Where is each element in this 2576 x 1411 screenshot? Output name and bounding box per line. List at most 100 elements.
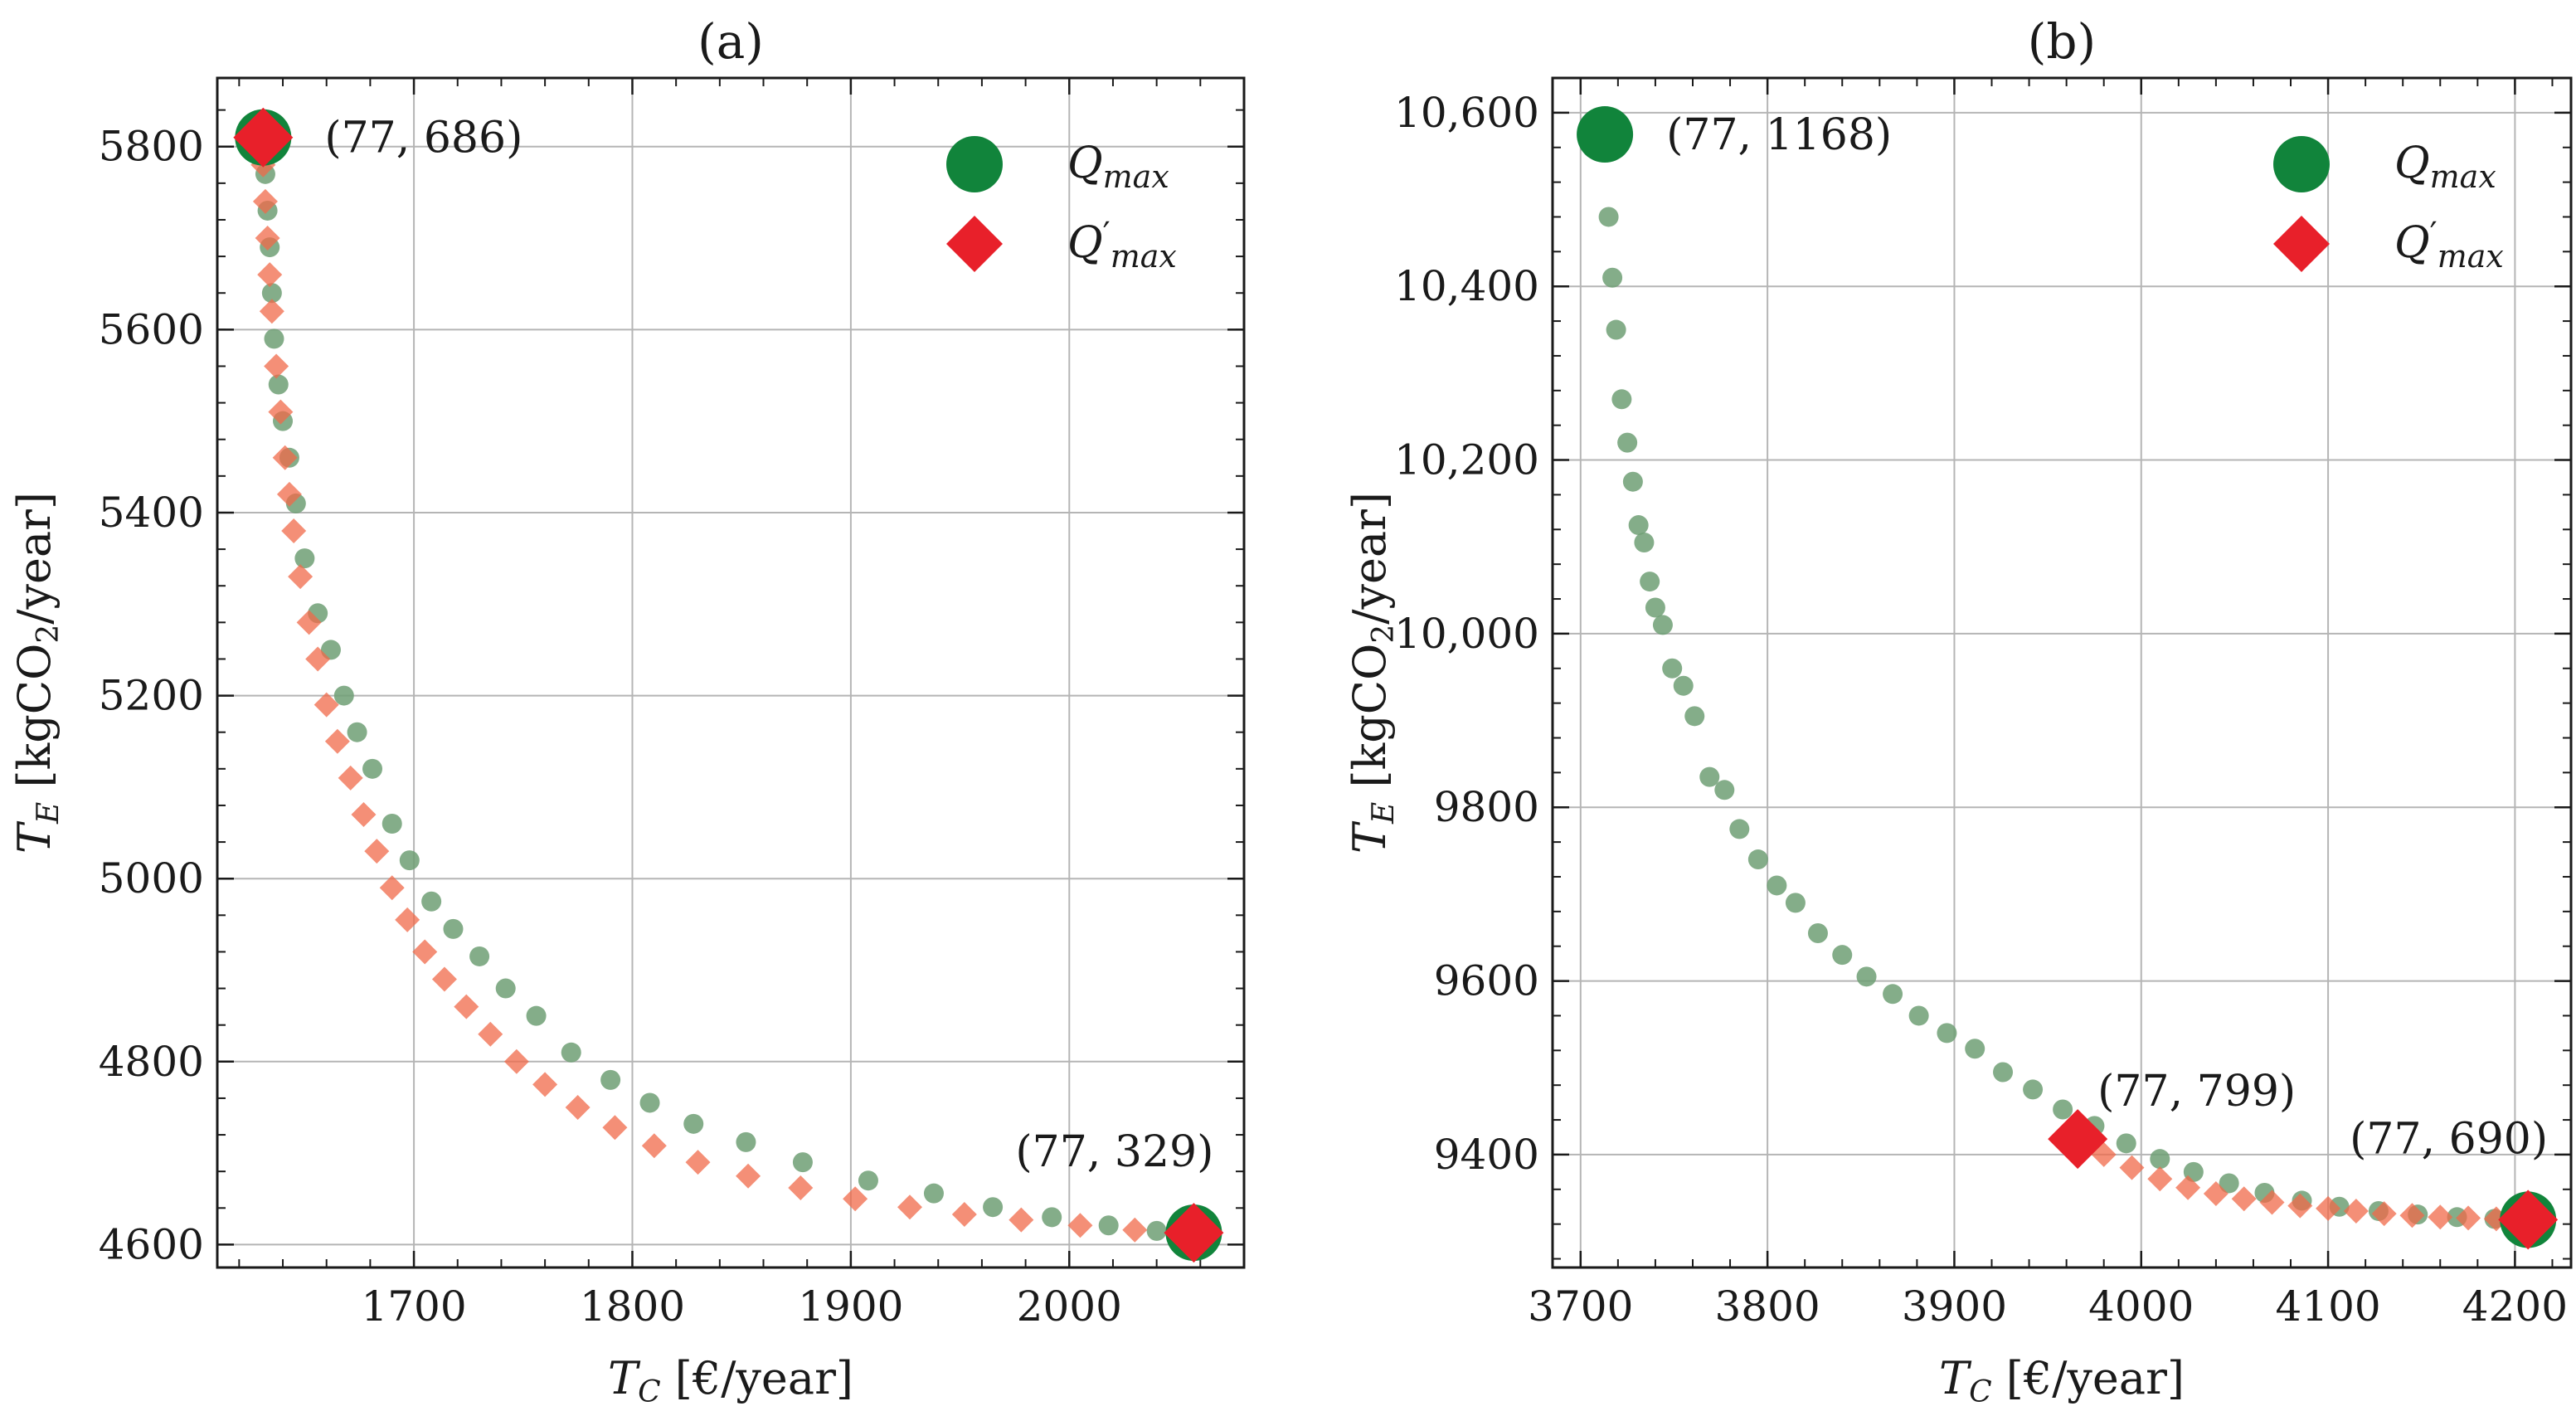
panel-a: 1700 1800 1900 2000 4600 4800 5000 5200 5400 5600… xyxy=(8,13,1246,1409)
data-point xyxy=(1993,1062,2014,1083)
point-annotation: (77, 1168) xyxy=(1666,110,1892,160)
data-point xyxy=(1937,1023,1957,1044)
point-annotation: (77, 686) xyxy=(324,114,522,163)
highlight-point-q-prime-max xyxy=(233,107,294,168)
data-point xyxy=(333,685,354,706)
data-point xyxy=(1009,1207,1034,1233)
data-point xyxy=(736,1163,761,1189)
y-tick-label: 10,400 xyxy=(1394,262,1539,310)
y-label-unit-subscript: 2 xyxy=(32,625,66,644)
data-point xyxy=(565,1094,591,1120)
y-label-subscript: E xyxy=(1367,802,1401,825)
legend-subscript: max xyxy=(1111,238,1177,275)
x-tick-label: 1700 xyxy=(361,1282,466,1331)
y-tick-label: 10,000 xyxy=(1394,610,1539,658)
y-axis-label: TE [kgCO2/year] xyxy=(1344,492,1401,854)
highlight-point-q-prime-max xyxy=(1164,1203,1224,1263)
legend-subscript: max xyxy=(2437,238,2504,275)
data-point xyxy=(272,445,298,470)
y-tick-label: 4800 xyxy=(99,1038,204,1086)
legend-marker-q-prime-max xyxy=(2273,216,2330,272)
data-point xyxy=(338,765,363,791)
x-axis-label: TC [€/year] xyxy=(608,1352,853,1409)
data-point xyxy=(2343,1198,2369,1224)
y-label-unit-end: /year] xyxy=(1344,492,1396,625)
data-point xyxy=(364,839,390,864)
x-tick-label: 3700 xyxy=(1528,1282,1633,1331)
data-point xyxy=(1832,945,1853,966)
data-point xyxy=(1807,923,1828,944)
data-point xyxy=(257,262,283,288)
legend-label: Qmax xyxy=(2394,139,2496,195)
x-tick-label: 4200 xyxy=(2462,1282,2568,1331)
data-point xyxy=(1662,658,1683,679)
data-point xyxy=(1965,1039,1985,1059)
data-point xyxy=(1598,207,1619,227)
data-point xyxy=(2147,1166,2173,1192)
y-label-symbol: T xyxy=(8,820,61,854)
panel-title: (a) xyxy=(697,13,764,70)
data-point xyxy=(788,1175,814,1201)
data-point xyxy=(983,1197,1004,1218)
data-point xyxy=(259,299,284,324)
data-point xyxy=(1611,389,1632,410)
data-point xyxy=(324,728,350,754)
legend-symbol: Q xyxy=(1067,218,1103,268)
data-point xyxy=(395,907,420,932)
x-tick-label: 3900 xyxy=(1902,1282,2007,1331)
data-point xyxy=(1684,706,1705,727)
panel-title: (b) xyxy=(2028,13,2096,70)
data-point xyxy=(2150,1149,2170,1170)
data-point xyxy=(1856,966,1877,987)
series-q-max xyxy=(253,132,1204,1244)
y-label-unit: [kgCO xyxy=(8,644,61,802)
data-point xyxy=(639,1092,660,1113)
point-annotation: (77, 690) xyxy=(2350,1114,2548,1164)
legend-label: Q′max xyxy=(1067,216,1177,275)
data-point xyxy=(1628,515,1649,536)
data-point xyxy=(305,646,331,672)
data-point xyxy=(2259,1190,2285,1215)
legend-marker-q-max xyxy=(946,136,1003,192)
data-point xyxy=(281,518,307,544)
y-tick-label: 9800 xyxy=(1434,783,1539,831)
data-point xyxy=(1645,597,1665,618)
data-point xyxy=(1617,432,1638,453)
highlight-point-q-prime-max xyxy=(2048,1109,2108,1170)
data-point xyxy=(495,978,516,999)
x-tick-label: 4100 xyxy=(2275,1282,2380,1331)
data-point xyxy=(1042,1207,1062,1228)
y-tick-label: 5200 xyxy=(99,672,204,720)
data-point xyxy=(313,692,339,718)
data-point xyxy=(261,283,282,304)
data-point xyxy=(951,1202,977,1228)
y-tick-label: 9400 xyxy=(1434,1131,1539,1179)
data-point xyxy=(2219,1173,2239,1194)
data-point xyxy=(641,1133,667,1159)
legend-prime: ′ xyxy=(1103,216,1111,254)
data-point xyxy=(923,1183,944,1204)
data-point xyxy=(379,875,405,901)
series-q-max xyxy=(1592,119,2536,1230)
legend-marker-q-prime-max xyxy=(946,216,1003,272)
data-point xyxy=(431,966,457,992)
highlight-point-q-prime-max xyxy=(2498,1190,2559,1250)
data-point xyxy=(600,1069,621,1090)
data-point xyxy=(1883,984,1903,1005)
data-point xyxy=(1606,319,1626,340)
x-label-symbol: T xyxy=(1939,1352,1972,1404)
y-label-unit-subscript: 2 xyxy=(1367,625,1401,644)
x-tick-label: 4000 xyxy=(2088,1282,2194,1331)
y-tick-label: 10,600 xyxy=(1394,89,1539,137)
data-point xyxy=(858,1170,878,1191)
data-point xyxy=(1622,471,1643,492)
data-point xyxy=(2116,1133,2136,1154)
legend-label: Q′max xyxy=(2394,216,2504,275)
data-point xyxy=(1729,819,1750,839)
data-point xyxy=(2287,1193,2313,1219)
plot-frame xyxy=(216,76,1246,1269)
data-point xyxy=(347,722,367,742)
data-point xyxy=(602,1115,628,1141)
